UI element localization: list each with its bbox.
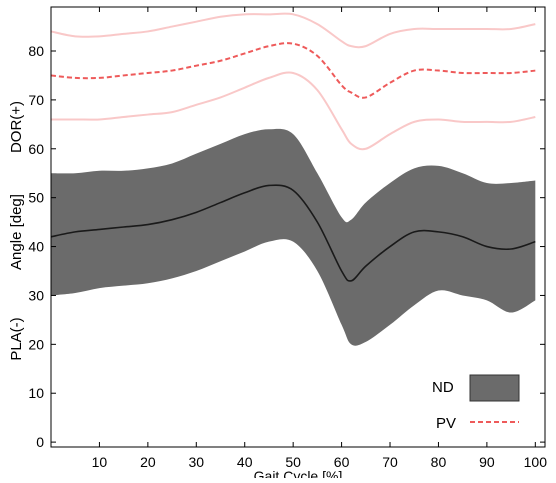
x-tick-label: 100 <box>524 454 548 470</box>
y-tick-label: 40 <box>28 239 44 255</box>
x-tick-label: 30 <box>189 454 205 470</box>
y-tick-label: 50 <box>28 190 44 206</box>
legend-label-pv: PV <box>436 415 456 432</box>
nd-band <box>51 128 536 346</box>
y-tick-label: 70 <box>28 92 44 108</box>
legend-swatch-nd <box>469 374 520 402</box>
x-tick-label: 80 <box>431 454 447 470</box>
y-axis-labels: DOR(+) Angle [deg] PLA(-) <box>8 101 25 361</box>
y-tick-label: 80 <box>28 43 44 59</box>
area-layer <box>51 128 536 346</box>
y-tick-label: 20 <box>28 336 44 352</box>
x-axis-label: Gait Cycle [%] <box>254 468 343 478</box>
y-axis-label-bottom: PLA(-) <box>8 317 25 360</box>
x-tick-label: 20 <box>140 454 156 470</box>
pv-mean-line <box>50 42 536 99</box>
y-axis-label-top: DOR(+) <box>8 101 25 153</box>
tick-layer: 10 20 30 40 50 60 70 80 90 100 0 10 20 30 40 50 60 70 80 <box>28 7 547 470</box>
x-tick-label: 60 <box>334 454 350 470</box>
x-tick-label: 40 <box>237 454 253 470</box>
x-tick-label: 10 <box>92 454 108 470</box>
y-tick-label: 0 <box>36 434 44 450</box>
plot-frame <box>50 6 546 448</box>
nd-mean-line <box>50 184 536 282</box>
pv-upper-band-line <box>50 12 536 49</box>
line-layer <box>50 12 536 282</box>
y-tick-label: 30 <box>28 287 44 303</box>
pv-lower-band-line <box>50 71 536 151</box>
y-tick-label: 60 <box>28 141 44 157</box>
legend: ND PV <box>432 374 520 432</box>
x-tick-label: 70 <box>382 454 398 470</box>
x-tick-label: 90 <box>479 454 495 470</box>
legend-label-nd: ND <box>432 379 454 396</box>
y-tick-label: 10 <box>28 385 44 401</box>
y-axis-label-middle: Angle [deg] <box>8 194 25 270</box>
x-tick-label: 50 <box>285 454 301 470</box>
